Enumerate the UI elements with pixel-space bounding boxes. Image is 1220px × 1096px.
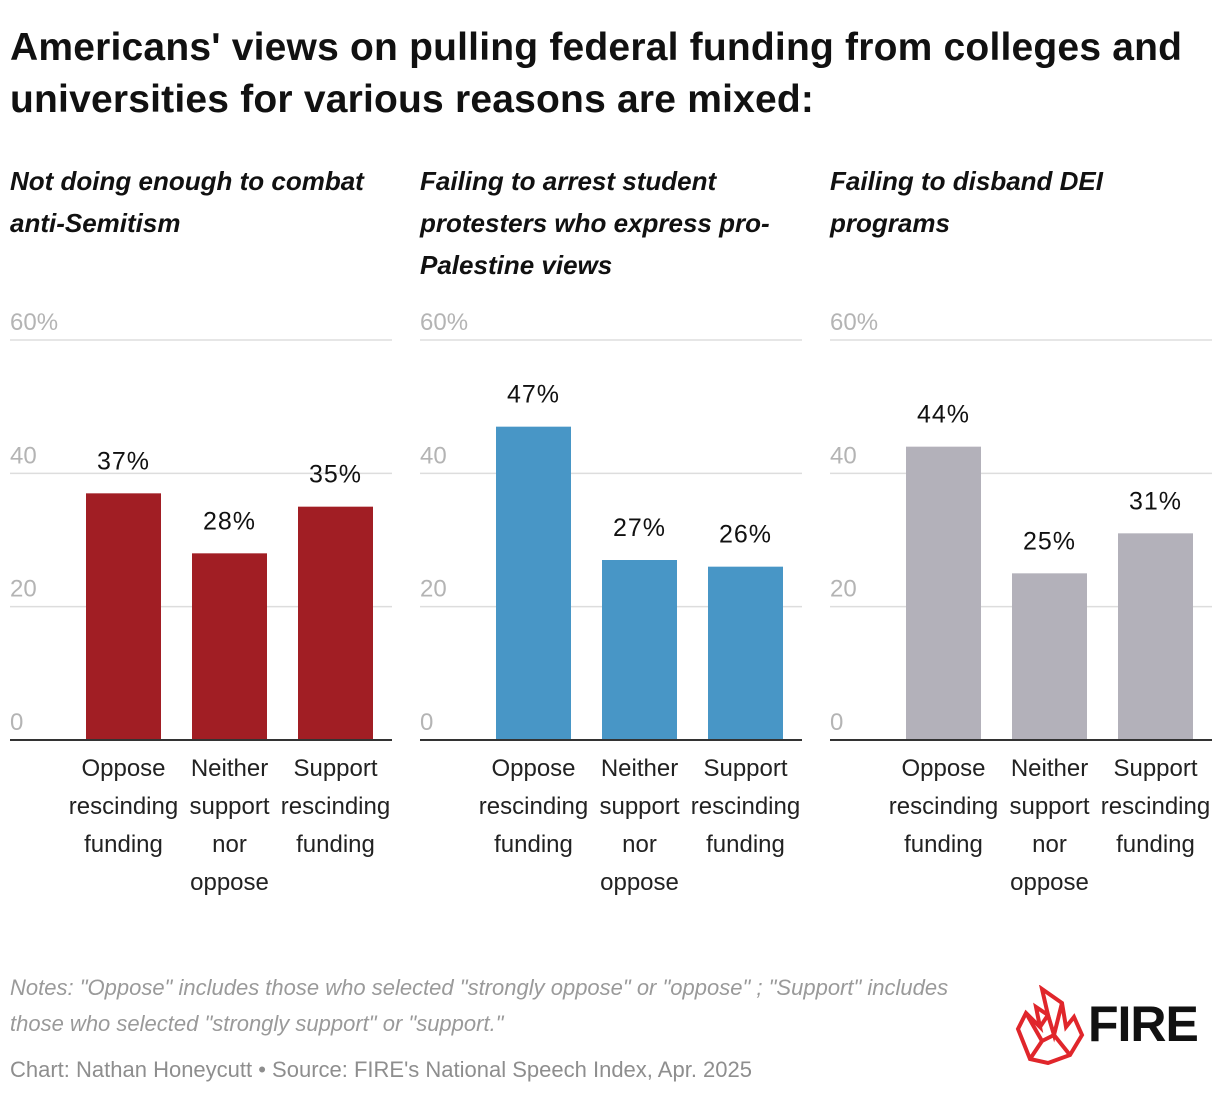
y-tick-label: 40: [420, 442, 447, 469]
y-tick-label: 60%: [420, 309, 468, 336]
bar: [708, 566, 783, 740]
bar-value-label: 37%: [97, 447, 150, 475]
plot-area: 0 20 40 60% 44% 25% 31% Oppose rescinding fund…: [830, 300, 1212, 910]
x-category-label: Neither support nor oppose: [189, 755, 270, 896]
bar: [906, 446, 981, 740]
bar-value-label: 47%: [507, 381, 560, 409]
x-category-label: Support rescinding funding: [690, 755, 801, 858]
logo-text: FIRE: [1088, 996, 1199, 1052]
bar-value-label: 44%: [917, 401, 970, 429]
bar: [192, 553, 267, 740]
plot-area: 0 20 40 60% 37% 28% 35% Oppose rescinding fund…: [10, 300, 392, 910]
bar: [298, 506, 373, 740]
panel-antisemitism: Not doing enough to combat anti-Semitism…: [10, 160, 392, 910]
x-category-label: Oppose rescinding funding: [68, 755, 179, 858]
panel-title: Not doing enough to combat anti-Semitism: [10, 166, 364, 238]
panel-protesters: Failing to arrest student protesters who…: [420, 160, 802, 910]
bar: [602, 560, 677, 740]
bar-chart-svg: 0 20 40 60% 47% 27% 26%: [420, 309, 802, 741]
y-tick-label: 20: [10, 576, 37, 603]
x-category-label: Neither support nor oppose: [1009, 755, 1090, 896]
y-tick-label: 40: [10, 442, 37, 469]
bar-value-label: 26%: [719, 521, 772, 549]
y-tick-label: 20: [420, 576, 447, 603]
x-category-label: Neither support nor oppose: [599, 755, 680, 896]
bar: [496, 426, 571, 740]
y-tick-label: 60%: [10, 309, 58, 336]
plot-area: 0 20 40 60% 47% 27% 26% Oppose rescinding fund…: [420, 300, 802, 910]
bar-value-label: 35%: [309, 461, 362, 489]
bar-value-label: 27%: [613, 514, 666, 542]
fire-logo: FIRE: [1008, 984, 1213, 1066]
x-category-label: Support rescinding funding: [1100, 755, 1211, 858]
bar-chart-svg: 0 20 40 60% 37% 28% 35%: [10, 309, 392, 741]
bar-value-label: 31%: [1129, 487, 1182, 515]
flame-icon: [1015, 984, 1085, 1066]
y-tick-label: 60%: [830, 309, 878, 336]
x-category-label: Oppose rescinding funding: [888, 755, 999, 858]
panel-dei: Failing to disband DEI programs 0 20 40 60%…: [830, 160, 1212, 910]
bar: [86, 493, 161, 740]
bar: [1118, 533, 1193, 740]
chart-title: Americans' views on pulling federal fund…: [10, 26, 1183, 121]
bar-value-label: 28%: [203, 507, 256, 535]
y-tick-label: 0: [10, 709, 23, 736]
chart-credit: Chart: Nathan Honeycutt • Source: FIRE's…: [10, 1057, 752, 1082]
y-tick-label: 40: [830, 442, 857, 469]
x-category-label: Oppose rescinding funding: [478, 755, 589, 858]
bar-chart-svg: 0 20 40 60% 44% 25% 31%: [830, 309, 1212, 741]
y-tick-label: 0: [420, 709, 433, 736]
y-tick-label: 20: [830, 576, 857, 603]
chart-notes: Notes: "Oppose" includes those who selec…: [10, 975, 949, 1036]
bar: [1012, 573, 1087, 740]
y-tick-label: 0: [830, 709, 843, 736]
panel-title: Failing to disband DEI programs: [830, 166, 1103, 238]
panel-title: Failing to arrest student protesters who…: [420, 166, 770, 280]
x-category-label: Support rescinding funding: [280, 755, 391, 858]
bar-value-label: 25%: [1023, 527, 1076, 555]
